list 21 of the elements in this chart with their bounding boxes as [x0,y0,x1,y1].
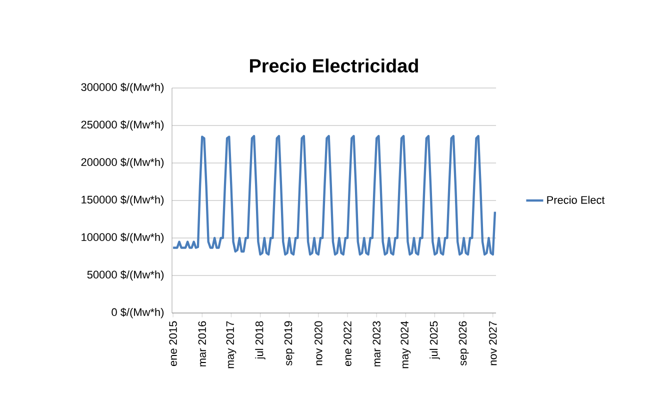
x-tick-label: mar 2016 [198,321,206,366]
chart-title: Precio Electricidad [250,58,418,73]
x-tick-label: ene 2022 [344,321,352,366]
x-tick-label: ene 2015 [169,321,177,366]
y-tick-label: 100000 $/(Mw*h) [82,232,164,244]
x-tick-label: nov 2020 [314,321,322,366]
y-tick-label: 300000 $/(Mw*h) [81,82,164,94]
x-tick-label: jul 2018 [255,321,266,360]
x-tick-label: sep 2026 [458,321,469,366]
x-tick-label: jul 2025 [430,321,440,360]
y-tick-label: 150000 $/(Mw*h) [82,195,164,206]
y-tick-label: 250000 $/(Mw*h) [81,120,164,131]
x-tick-label: mar 2023 [372,321,380,366]
x-tick-label: may 2017 [226,321,236,368]
y-tick-label: 200000 $/(Mw*h) [81,158,164,168]
y-tick-label: 50000 $/(Mw*h) [87,270,164,281]
y-tick-label: 0 $/(Mw*h) [112,308,164,318]
x-tick-label: may 2024 [400,321,411,368]
x-tick-label: sep 2019 [284,321,294,366]
legend-label: Precio Elect [547,196,605,204]
x-tick-label: nov 2027 [489,321,497,366]
